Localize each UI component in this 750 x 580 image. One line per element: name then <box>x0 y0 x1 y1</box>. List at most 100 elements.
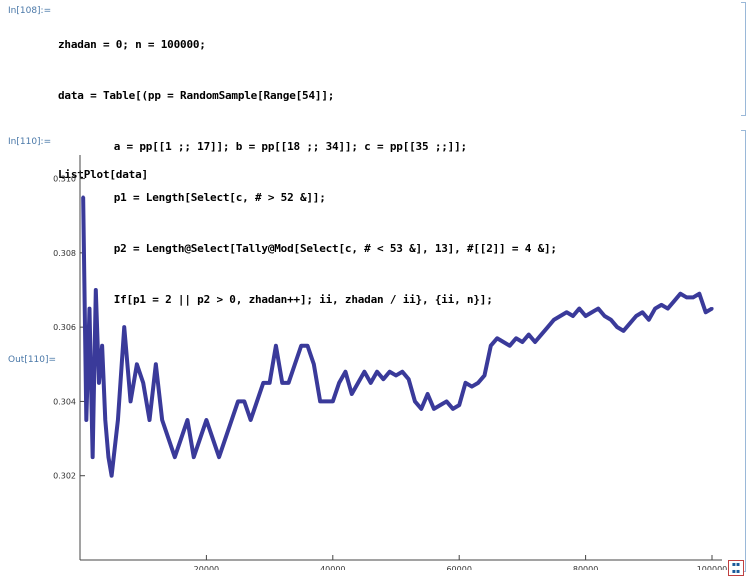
data-point <box>94 288 98 292</box>
data-point <box>666 306 670 311</box>
data-point <box>375 370 379 374</box>
data-point <box>110 474 114 478</box>
cell-bracket[interactable] <box>741 2 746 116</box>
data-point <box>628 321 632 326</box>
code-line: p1 = Length[Select[c, # > 52 &]]; <box>88 191 326 204</box>
data-point <box>621 329 626 333</box>
data-point <box>84 418 88 422</box>
data-point <box>147 418 152 422</box>
data-point <box>274 344 278 348</box>
output-label-110: Out[110]= <box>8 355 57 365</box>
data-point <box>106 455 111 459</box>
data-point <box>609 318 613 322</box>
data-point <box>198 436 202 441</box>
data-point <box>413 399 417 404</box>
data-point <box>590 310 594 314</box>
data-point <box>122 325 126 329</box>
data-point <box>242 399 246 404</box>
input-label-108: In[108]:= <box>8 6 52 16</box>
data-point <box>362 370 366 374</box>
data-point <box>100 344 104 348</box>
data-point <box>103 418 107 422</box>
data-point <box>615 325 619 329</box>
y-tick-label: 0.304 <box>53 397 76 406</box>
data-point <box>659 303 664 307</box>
data-point <box>160 418 164 422</box>
data-series <box>81 197 714 478</box>
data-point <box>495 336 499 340</box>
input-label-110: In[110]:= <box>8 137 52 147</box>
data-point <box>293 362 297 366</box>
data-point <box>318 399 322 404</box>
data-point <box>204 418 208 422</box>
data-point <box>451 407 455 411</box>
data-point <box>356 381 360 385</box>
input-cell-110[interactable]: ListPlot[data] <box>58 132 148 200</box>
data-point <box>463 381 468 385</box>
data-point <box>394 373 398 378</box>
cell-bracket[interactable] <box>741 130 746 572</box>
data-point <box>501 340 506 344</box>
data-point <box>331 399 335 404</box>
data-point <box>166 436 171 441</box>
data-point <box>337 381 341 385</box>
data-point <box>533 340 537 344</box>
data-point <box>685 295 689 300</box>
data-point <box>211 436 215 441</box>
data-point <box>173 455 177 459</box>
x-tick-label: 100000 <box>697 565 728 570</box>
data-point <box>691 295 695 300</box>
data-point <box>407 377 411 381</box>
data-point <box>249 418 253 422</box>
data-point <box>508 344 512 348</box>
data-point <box>584 314 588 318</box>
data-point <box>350 392 354 396</box>
data-point <box>179 436 183 441</box>
data-point <box>653 306 657 311</box>
data-point <box>565 310 569 314</box>
list-plot: 20000 40000 60000 80000 100000 0.302 0.304 0.30… <box>53 155 728 570</box>
data-point <box>381 377 385 381</box>
data-point <box>476 381 480 385</box>
data-point <box>539 332 543 337</box>
data-point <box>305 344 310 348</box>
data-point <box>571 314 575 318</box>
y-tick-label: 0.302 <box>53 472 76 481</box>
x-tick-label: 20000 <box>194 565 219 570</box>
data-point <box>343 370 348 374</box>
data-point <box>280 381 284 385</box>
data-point <box>97 381 101 385</box>
data-point <box>489 344 493 348</box>
input-cell-108[interactable]: zhadan = 0; n = 100000; data = Table[(pp… <box>58 2 557 325</box>
data-point <box>710 306 714 311</box>
data-point <box>312 362 316 366</box>
data-point <box>470 384 474 389</box>
data-point <box>91 455 95 459</box>
data-point <box>552 318 556 322</box>
data-point <box>230 418 234 422</box>
data-point <box>185 418 190 422</box>
data-point <box>286 381 291 385</box>
data-point <box>514 336 518 340</box>
data-point <box>634 314 638 318</box>
data-point <box>400 370 404 374</box>
data-point <box>116 418 120 422</box>
data-point <box>457 403 461 407</box>
data-point <box>596 306 600 311</box>
code-line: p2 = Length@Select[Tally@Mod[Select[c, #… <box>88 242 557 255</box>
data-point <box>438 403 442 407</box>
data-point <box>558 314 562 318</box>
data-point <box>520 340 524 344</box>
data-point <box>482 373 487 378</box>
data-point <box>704 310 708 314</box>
code-line: ListPlot[data] <box>58 168 148 181</box>
data-point <box>217 455 221 459</box>
data-point <box>432 407 436 411</box>
data-point <box>426 392 430 396</box>
x-tick-label: 40000 <box>320 565 345 570</box>
logo-icon: ▪▪ ▪▪ <box>728 560 744 576</box>
data-point <box>388 370 392 374</box>
data-point <box>255 399 259 404</box>
data-point <box>647 318 651 322</box>
data-point <box>135 362 139 366</box>
